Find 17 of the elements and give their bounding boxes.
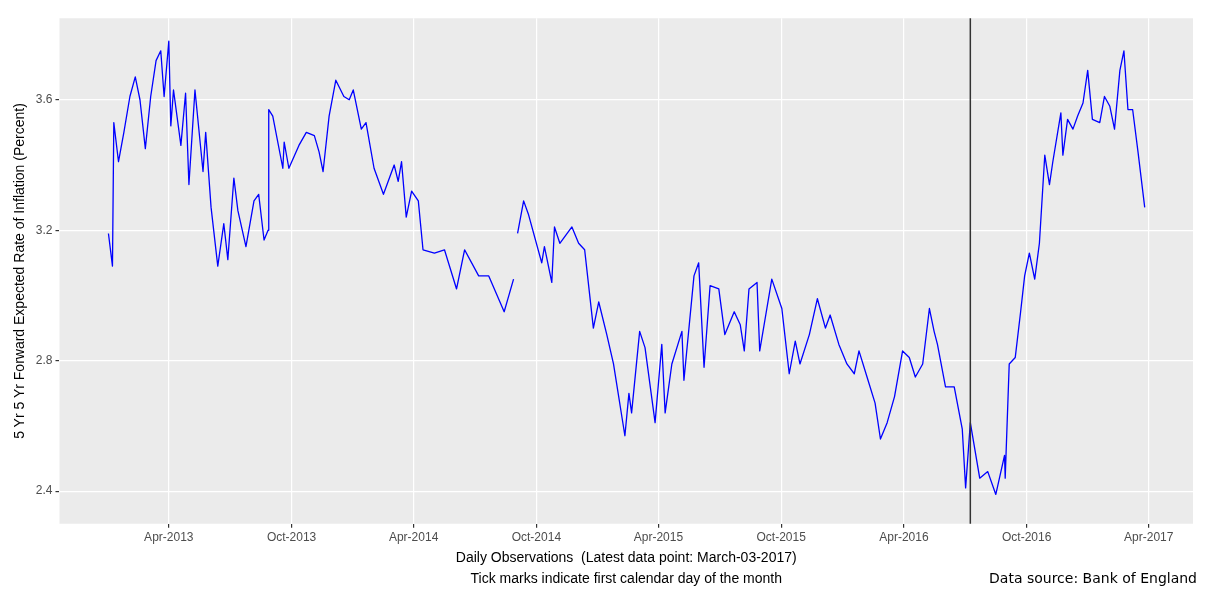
x-tick-label: Apr-2017 bbox=[1124, 530, 1174, 545]
y-tick-label: 3.6 bbox=[35, 92, 53, 107]
x-tick-label: Oct-2016 bbox=[1001, 530, 1052, 545]
x-tick-label: Oct-2014 bbox=[511, 530, 562, 545]
source-note: Data source: Bank of England bbox=[989, 570, 1197, 586]
y-tick-label: 3.2 bbox=[35, 222, 53, 237]
x-tick-label: Oct-2013 bbox=[266, 530, 317, 545]
y-tick-label: 2.4 bbox=[35, 483, 53, 498]
x-tick-label: Oct-2015 bbox=[756, 530, 807, 545]
x-tick-label: Apr-2014 bbox=[388, 530, 439, 545]
x-axis-title: Daily Observations (Latest data point: March-03-2017) bbox=[455, 549, 797, 566]
x-tick-label: Apr-2013 bbox=[144, 530, 194, 545]
y-tick-label: 2.8 bbox=[35, 353, 53, 368]
x-tick-label: Apr-2015 bbox=[633, 530, 684, 545]
x-tick-label: Apr-2016 bbox=[879, 530, 929, 545]
text: Tick marks indicate first calendar day of the month bbox=[470, 570, 782, 586]
y-axis-title: 5 Yr 5 Yr Forward Expected Rate of Inflation (Percent) bbox=[11, 103, 28, 439]
